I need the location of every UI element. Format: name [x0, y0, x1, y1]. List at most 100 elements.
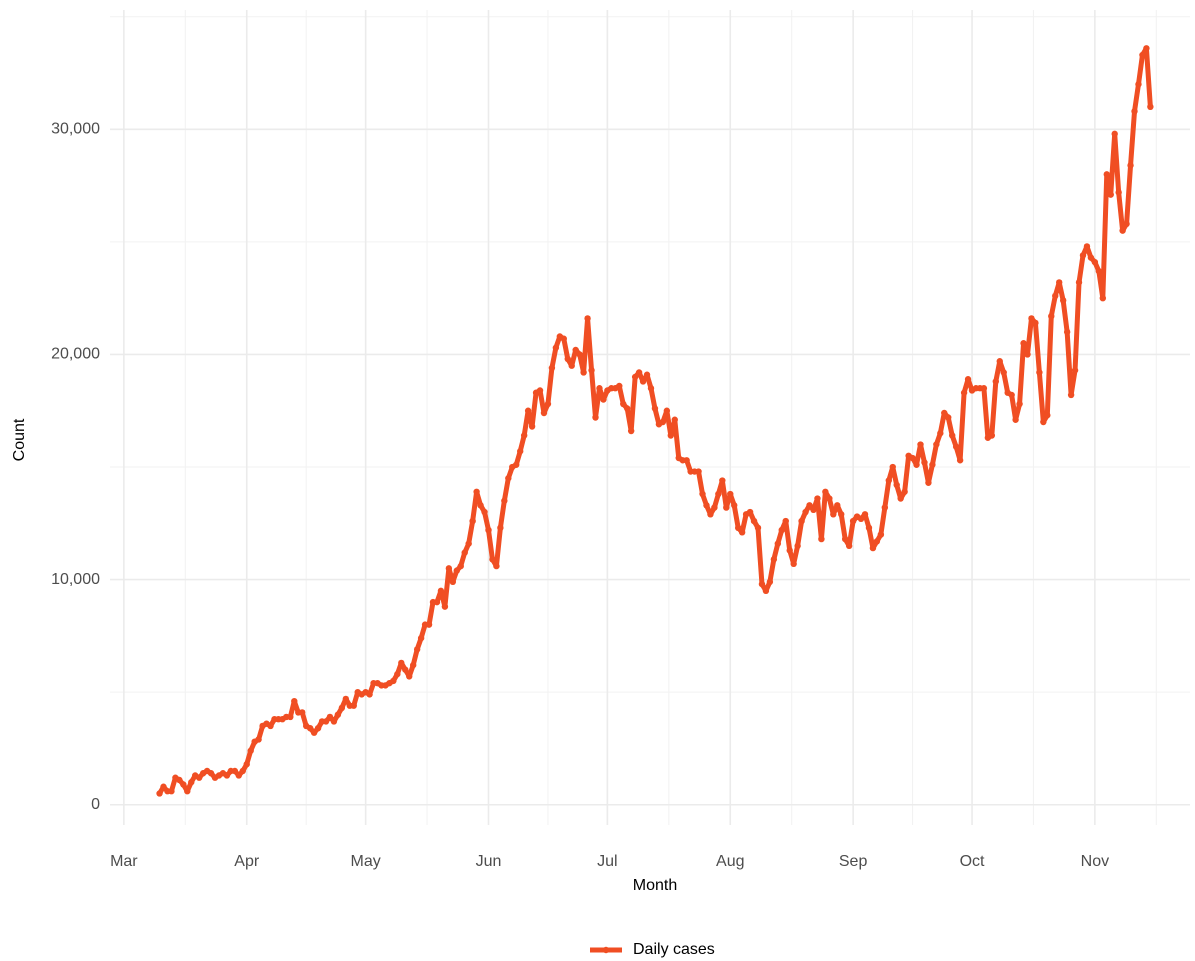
- data-point: [1016, 400, 1023, 408]
- data-point: [291, 697, 298, 705]
- data-point: [873, 538, 881, 545]
- data-point: [893, 481, 900, 489]
- data-point: [774, 540, 782, 547]
- data-point: [909, 454, 916, 462]
- data-point: [810, 506, 817, 514]
- data-point: [667, 432, 675, 439]
- data-point: [548, 364, 556, 372]
- data-point: [964, 376, 972, 383]
- data-point: [560, 335, 567, 342]
- data-point: [596, 385, 603, 392]
- data-point: [643, 371, 651, 378]
- x-tick-label: Jul: [597, 853, 617, 870]
- data-point: [406, 673, 413, 680]
- x-tick-label: Sep: [839, 853, 868, 870]
- data-point: [992, 378, 999, 385]
- data-point: [723, 504, 730, 511]
- data-point: [334, 711, 342, 718]
- data-point: [366, 691, 373, 698]
- data-point: [1131, 108, 1138, 115]
- data-point: [572, 346, 579, 354]
- data-point: [1012, 416, 1019, 423]
- data-point: [1040, 418, 1047, 426]
- data-point: [826, 495, 833, 502]
- x-tick-label: Mar: [110, 853, 138, 870]
- data-point: [310, 729, 318, 736]
- data-point: [441, 603, 449, 610]
- data-point: [731, 502, 738, 509]
- data-point: [651, 405, 659, 412]
- data-point: [624, 405, 631, 412]
- data-point: [457, 562, 464, 570]
- data-point: [413, 646, 421, 653]
- data-point: [584, 315, 591, 322]
- data-point: [699, 490, 706, 498]
- marks: [156, 45, 1154, 797]
- data-point: [1135, 81, 1142, 88]
- data-point: [1028, 315, 1035, 322]
- data-point: [1103, 171, 1110, 178]
- data-point: [1024, 351, 1031, 358]
- x-tick-label: Nov: [1081, 853, 1109, 870]
- data-point: [184, 788, 191, 795]
- data-point: [881, 504, 889, 511]
- data-point: [889, 463, 896, 471]
- data-point: [168, 788, 175, 795]
- data-point: [1008, 391, 1015, 399]
- data-point: [806, 502, 813, 509]
- data-point: [453, 567, 460, 574]
- data-point: [465, 540, 472, 547]
- data-point: [941, 409, 948, 417]
- data-point: [449, 578, 457, 586]
- data-point: [778, 526, 785, 534]
- data-point: [255, 736, 262, 743]
- data-point: [1123, 220, 1130, 228]
- data-point: [945, 414, 952, 421]
- data-point: [342, 695, 350, 703]
- data-point: [394, 670, 401, 678]
- data-point: [703, 502, 710, 509]
- data-point: [1107, 191, 1114, 198]
- data-point: [477, 502, 484, 509]
- data-point: [865, 524, 873, 532]
- data-point: [461, 549, 468, 556]
- data-point: [1059, 297, 1067, 304]
- data-point: [176, 776, 183, 784]
- data-point: [437, 587, 445, 595]
- data-point: [564, 355, 571, 363]
- y-tick-label: 10,000: [51, 571, 100, 588]
- data-point: [988, 432, 996, 439]
- data-point: [195, 774, 203, 781]
- data-point: [350, 702, 357, 709]
- data-point: [402, 666, 409, 673]
- data-point: [520, 432, 528, 439]
- y-tick-label: 0: [91, 796, 100, 813]
- data-point: [207, 770, 215, 777]
- data-point: [814, 495, 821, 502]
- data-point: [822, 488, 829, 495]
- data-point: [659, 418, 667, 426]
- data-point: [1087, 254, 1095, 261]
- data-point: [762, 587, 770, 595]
- data-point: [635, 369, 643, 376]
- data-point: [425, 621, 433, 628]
- data-point: [1020, 340, 1027, 347]
- data-point: [287, 713, 294, 721]
- data-point: [695, 468, 702, 475]
- data-point: [838, 511, 845, 518]
- data-point: [1147, 103, 1154, 111]
- data-point: [925, 479, 932, 486]
- data-point: [592, 414, 599, 421]
- data-point: [627, 427, 635, 435]
- data-point: [913, 461, 920, 468]
- data-point: [1036, 369, 1043, 376]
- data-point: [715, 490, 722, 498]
- data-point: [517, 448, 524, 455]
- data-point: [1032, 319, 1039, 327]
- data-point: [1048, 312, 1055, 320]
- data-point: [952, 443, 960, 450]
- data-point: [1079, 252, 1087, 259]
- data-point: [818, 535, 825, 543]
- data-point: [683, 457, 690, 464]
